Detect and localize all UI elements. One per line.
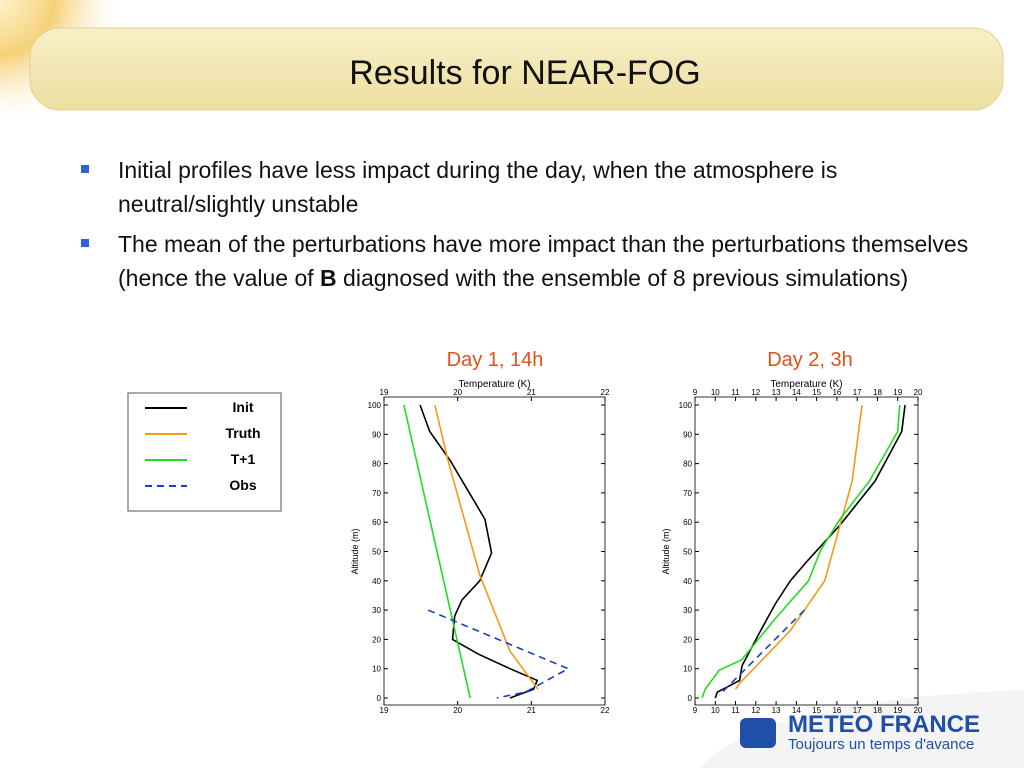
series-line — [419, 404, 539, 699]
legend-label: Obs — [229, 477, 256, 493]
x-tick-label: 19 — [893, 706, 902, 715]
bullet-bold: B — [320, 265, 337, 291]
y-tick-label: 90 — [372, 430, 381, 439]
slide-title: Results for NEAR-FOG — [349, 54, 700, 92]
y-tick-label: 50 — [372, 548, 381, 557]
y-tick-label: 0 — [377, 694, 382, 703]
y-tick-label: 10 — [372, 665, 381, 674]
x-tick-label: 13 — [772, 388, 781, 397]
x-tick-label: 22 — [601, 706, 610, 715]
x-tick-label: 11 — [731, 388, 740, 397]
x-axis-label: Temperature (K) — [770, 379, 842, 390]
x-tick-label: 12 — [751, 388, 760, 397]
series-line — [434, 404, 539, 690]
logo-icon — [740, 718, 776, 748]
y-tick-label: 20 — [372, 635, 381, 644]
x-tick-label: 17 — [853, 388, 862, 397]
series-line — [714, 404, 906, 699]
x-tick-label: 20 — [453, 388, 462, 397]
y-tick-label: 0 — [688, 694, 693, 703]
y-tick-label: 20 — [683, 635, 692, 644]
y-axis-label: Altitude (m) — [661, 528, 671, 574]
legend: Init Truth T+1 Obs — [127, 392, 282, 512]
x-tick-label: 9 — [693, 388, 698, 397]
x-tick-label: 15 — [812, 388, 821, 397]
x-tick-label: 18 — [873, 388, 882, 397]
x-tick-label: 21 — [527, 706, 536, 715]
x-tick-label: 13 — [772, 706, 781, 715]
x-tick-label: 15 — [812, 706, 821, 715]
bullet-marker — [81, 239, 89, 247]
y-tick-label: 60 — [372, 518, 381, 527]
y-tick-label: 70 — [372, 489, 381, 498]
x-tick-label: 10 — [711, 388, 720, 397]
y-tick-label: 50 — [683, 548, 692, 557]
y-tick-label: 80 — [683, 460, 692, 469]
series-line — [403, 404, 471, 699]
x-tick-label: 16 — [832, 706, 841, 715]
x-tick-label: 18 — [873, 706, 882, 715]
legend-label: Init — [233, 399, 254, 415]
x-tick-label: 16 — [832, 388, 841, 397]
y-tick-label: 40 — [683, 577, 692, 586]
y-tick-label: 60 — [683, 518, 692, 527]
x-tick-label: 14 — [792, 388, 801, 397]
x-tick-label: 20 — [914, 388, 923, 397]
x-tick-label: 19 — [893, 388, 902, 397]
logo-slogan: Toujours un temps d'avance — [788, 736, 974, 753]
legend-box — [127, 392, 282, 512]
y-tick-label: 30 — [372, 606, 381, 615]
bullet-text: The mean of the perturbations have more … — [118, 231, 969, 291]
y-axis-label: Altitude (m) — [350, 528, 360, 574]
y-tick-label: 10 — [683, 665, 692, 674]
x-axis-label: Temperature (K) — [458, 379, 530, 390]
x-tick-label: 21 — [527, 388, 536, 397]
series-line — [734, 404, 863, 690]
x-tick-label: 12 — [751, 706, 760, 715]
plot-frame — [694, 396, 919, 706]
y-tick-label: 30 — [683, 606, 692, 615]
logo-swoosh — [700, 690, 1024, 768]
title-banner — [29, 27, 1004, 111]
x-tick-label: 22 — [601, 388, 610, 397]
y-tick-label: 90 — [683, 430, 692, 439]
x-tick-label: 20 — [453, 706, 462, 715]
y-tick-label: 80 — [372, 460, 381, 469]
logo-name: METEO FRANCE — [788, 711, 980, 738]
bullet-text: Initial profiles have less impact during… — [118, 157, 838, 217]
bullet-marker — [81, 165, 89, 173]
bullet-text: diagnosed with the ensemble of 8 previou… — [336, 265, 909, 291]
series-line — [427, 609, 571, 699]
x-tick-label: 9 — [693, 706, 698, 715]
chart-title: Day 2, 3h — [767, 349, 853, 371]
series-line — [718, 609, 806, 696]
y-tick-label: 100 — [679, 401, 693, 410]
x-tick-label: 20 — [914, 706, 923, 715]
x-tick-label: 14 — [792, 706, 801, 715]
y-tick-label: 40 — [372, 577, 381, 586]
series-line — [701, 404, 901, 699]
plot-frame — [383, 396, 606, 706]
x-tick-label: 17 — [853, 706, 862, 715]
y-tick-label: 100 — [368, 401, 382, 410]
bullet: Initial profiles have less impact during… — [81, 153, 978, 221]
y-tick-label: 70 — [683, 489, 692, 498]
x-tick-label: 19 — [380, 388, 389, 397]
chart-title: Day 1, 14h — [447, 349, 544, 371]
x-tick-label: 19 — [380, 706, 389, 715]
bullet: The mean of the perturbations have more … — [81, 227, 978, 295]
legend-label: T+1 — [231, 451, 256, 467]
legend-label: Truth — [226, 425, 261, 441]
x-tick-label: 11 — [731, 706, 740, 715]
x-tick-label: 10 — [711, 706, 720, 715]
